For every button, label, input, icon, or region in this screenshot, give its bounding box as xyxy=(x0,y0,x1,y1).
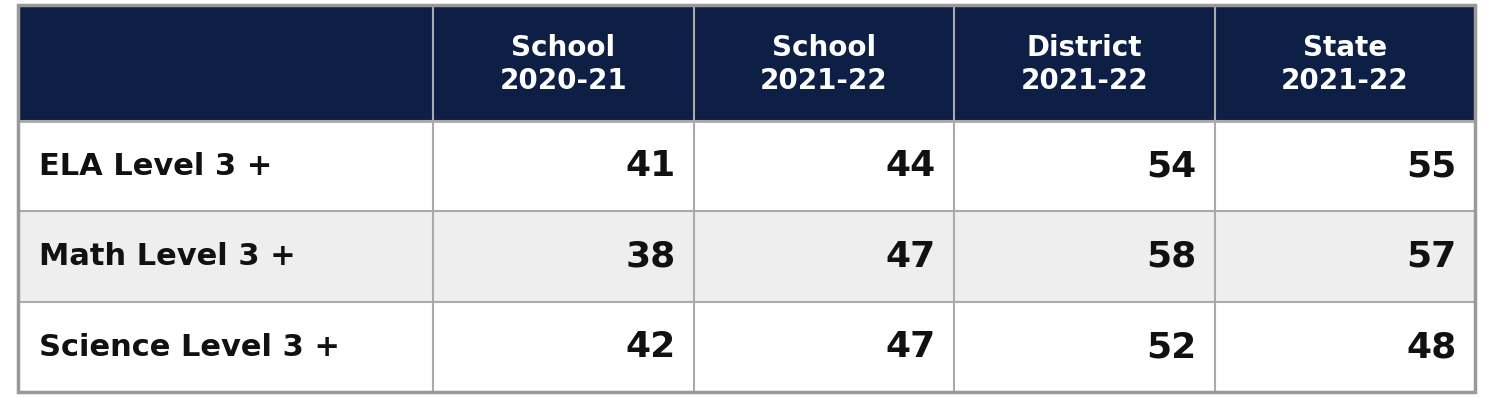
Text: 52: 52 xyxy=(1147,330,1196,364)
Text: 41: 41 xyxy=(626,149,675,183)
Text: Science Level 3 +: Science Level 3 + xyxy=(39,333,340,362)
Text: 2020-21: 2020-21 xyxy=(500,67,627,96)
Text: ELA Level 3 +: ELA Level 3 + xyxy=(39,152,272,181)
Bar xyxy=(18,212,1475,302)
Text: 47: 47 xyxy=(885,240,936,274)
Text: 47: 47 xyxy=(885,330,936,364)
Text: State: State xyxy=(1303,34,1387,62)
Text: School: School xyxy=(512,34,615,62)
Text: 55: 55 xyxy=(1406,149,1457,183)
Text: 2021-22: 2021-22 xyxy=(1281,67,1409,96)
Text: Math Level 3 +: Math Level 3 + xyxy=(39,242,296,271)
Bar xyxy=(18,302,1475,392)
Text: 2021-22: 2021-22 xyxy=(1021,67,1148,96)
Text: 42: 42 xyxy=(626,330,675,364)
Text: District: District xyxy=(1027,34,1142,62)
Text: 48: 48 xyxy=(1406,330,1457,364)
Text: 57: 57 xyxy=(1406,240,1457,274)
Text: School: School xyxy=(772,34,876,62)
Text: 38: 38 xyxy=(626,240,675,274)
Text: 54: 54 xyxy=(1147,149,1196,183)
Text: 44: 44 xyxy=(885,149,936,183)
Text: 2021-22: 2021-22 xyxy=(760,67,888,96)
Bar xyxy=(18,5,1475,121)
Text: 58: 58 xyxy=(1147,240,1196,274)
Bar xyxy=(18,121,1475,212)
